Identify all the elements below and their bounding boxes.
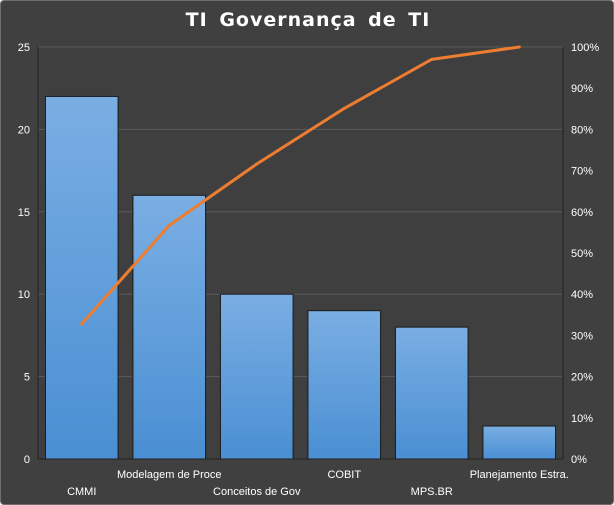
category-label: CMMI [67,486,96,498]
right-tick-label: 100% [571,42,599,54]
right-tick-label: 20% [571,372,593,384]
bar [307,310,382,460]
left-tick-label: 25 [18,42,30,54]
right-tick-label: 0% [571,454,587,466]
right-tick-label: 60% [571,207,593,219]
line-point [517,45,521,49]
right-tick-label: 90% [571,83,593,95]
cumulative-line-series [80,45,521,326]
right-tick-label: 40% [571,289,593,301]
right-tick-label: 70% [571,166,593,178]
cumulative-line [80,45,521,326]
line-point [430,57,434,61]
right-tick-label: 30% [571,330,593,342]
bar-series [44,95,557,460]
line-point [167,223,171,227]
bar [219,293,294,460]
category-label: Planejamento Estra. [470,469,569,481]
category-label: Conceitos de Gov [213,486,301,498]
left-tick-label: 5 [24,372,30,384]
left-tick-label: 20 [18,124,30,136]
category-label: Modelagem de Proce [117,469,222,481]
category-label: MPS.BR [411,486,453,498]
bar [482,425,557,460]
chart-title: TI Governança de TI [185,9,431,31]
line-point [255,162,259,166]
left-tick-label: 10 [18,289,30,301]
right-axis-ticks: 0% 10% 20% 30% 40% 50% 60% 70% 80% 90% 100% [571,42,599,466]
left-tick-label: 0 [24,454,30,466]
right-tick-label: 80% [571,124,593,136]
left-axis-ticks: 0 5 10 15 20 25 [18,42,30,466]
right-tick-label: 10% [571,413,593,425]
axes [37,47,564,460]
category-labels: CMMI Modelagem de Proce Conceitos de Gov CO… [67,469,569,498]
bar [44,95,119,460]
plot-area [38,47,563,459]
line-point [342,106,346,110]
line-point [80,322,84,326]
category-label: COBIT [327,469,361,481]
left-tick-label: 15 [18,207,30,219]
bar [132,194,207,460]
bar [394,326,469,460]
right-tick-label: 50% [571,248,593,260]
